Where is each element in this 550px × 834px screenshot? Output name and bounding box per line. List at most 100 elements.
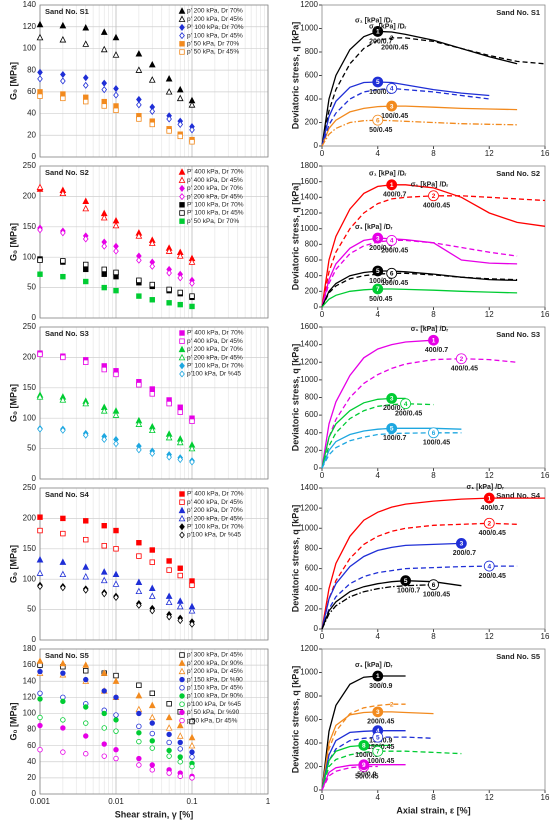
data-point — [112, 570, 120, 578]
data-point — [177, 120, 184, 128]
curve-tag — [372, 76, 384, 88]
y-tick-label: 120 — [23, 22, 37, 31]
data-point — [148, 426, 156, 434]
data-point — [149, 386, 155, 392]
curve — [321, 237, 518, 308]
data-point — [113, 755, 119, 762]
x-tick-label: 4 — [376, 310, 381, 319]
curve-tag-label: 4 — [390, 238, 394, 245]
legend-label: P' 400 kPa, Dr 70% — [187, 169, 244, 176]
curve-label: 50/0.45 — [355, 773, 378, 780]
x-tick-label: 0 — [320, 632, 325, 641]
legend-marker — [179, 23, 185, 31]
data-point — [37, 527, 43, 534]
y-tick-label: 400 — [305, 738, 319, 747]
data-point — [37, 690, 43, 697]
y-tick-label: 0 — [314, 624, 319, 633]
data-point — [166, 731, 172, 738]
legend-marker — [179, 676, 185, 683]
data-point — [177, 301, 183, 308]
chart-title: Sand No. S3 — [496, 330, 540, 339]
x-tick-label: 0.1 — [186, 797, 198, 806]
legend-label: p' 400 kPa, Dr 45% — [187, 177, 243, 184]
data-point — [113, 269, 119, 276]
curve-tag-label: 2 — [487, 520, 491, 527]
data-point — [189, 718, 195, 725]
y-axis-label: G₀ [MPa] — [8, 384, 18, 422]
y-tick-label: 1400 — [300, 340, 318, 349]
curve-tag — [372, 232, 384, 244]
x-tick-label: 8 — [431, 632, 436, 641]
data-point — [188, 258, 196, 265]
legend-marker — [179, 41, 185, 47]
data-point — [83, 518, 89, 524]
legend-label: p' 400 kPa, Dr 45% — [187, 499, 243, 506]
curve-tag-label: 1 — [487, 495, 491, 502]
x-tick-label: 12 — [485, 149, 494, 158]
data-point — [136, 116, 142, 122]
curve-label: 400/0.7 — [481, 505, 504, 512]
curve-label: 100/0.45 — [423, 440, 450, 447]
data-point — [136, 723, 142, 730]
y-tick-label: 20 — [27, 773, 36, 782]
legend-label: p' 100 kPa, Dr 45% — [187, 32, 243, 39]
legend-marker — [178, 667, 186, 675]
curve-tag-label: 4 — [404, 401, 408, 408]
curve — [321, 744, 392, 791]
data-point — [82, 586, 89, 594]
data-point — [135, 232, 143, 239]
y-axis-label: Deviatoric stress, q [kPa] — [290, 344, 300, 452]
data-point — [148, 701, 156, 709]
data-point — [113, 746, 119, 753]
data-point — [148, 60, 156, 68]
y-tick-label: 140 — [23, 0, 37, 9]
legend-marker — [179, 49, 185, 55]
y-tick-label: 0 — [32, 313, 37, 322]
data-point — [176, 597, 184, 604]
data-point — [83, 536, 89, 543]
data-point — [148, 239, 156, 246]
curve-tag-label: 2 — [460, 356, 464, 363]
chart-title: Sand No. S4 — [45, 490, 90, 499]
data-point — [113, 717, 119, 723]
data-point — [177, 404, 183, 410]
curve-label: 300/0.9 — [369, 683, 392, 690]
title-box — [491, 7, 542, 19]
legend-label: p' 200 kPa, Dr 45% — [187, 193, 243, 200]
legend-marker — [178, 514, 186, 522]
legend-marker — [179, 193, 185, 201]
curve-tag — [358, 759, 370, 771]
curve — [321, 522, 518, 630]
curve-tag — [358, 739, 370, 751]
data-point — [101, 271, 107, 277]
curve-tag-label: 1 — [376, 29, 380, 36]
y-tick-label: 800 — [305, 544, 319, 553]
data-point — [176, 602, 184, 610]
y-tick-label: 400 — [305, 94, 319, 103]
legend-marker — [179, 523, 185, 531]
data-point — [37, 714, 43, 721]
x-tick-label: 12 — [485, 310, 494, 319]
data-point — [60, 95, 66, 102]
y-tick-label: 100 — [23, 709, 37, 718]
curve-tag-label: 6 — [390, 271, 394, 278]
data-point — [36, 569, 44, 576]
curve-tag — [372, 283, 384, 295]
data-point — [135, 66, 143, 73]
y-axis-label: Deviatoric stress, q [kPa] — [290, 505, 300, 613]
data-point — [83, 704, 89, 710]
legend-marker — [179, 32, 185, 40]
curve — [321, 105, 518, 147]
y-tick-label: 0 — [314, 463, 319, 472]
data-point — [149, 762, 155, 768]
data-point — [176, 94, 184, 102]
legend-marker — [178, 176, 186, 183]
panel: 0 50 100 150 200 250 G₀ [MPa] Sand No. S2 P' 400… — [8, 161, 269, 322]
data-point — [188, 741, 196, 749]
data-point — [83, 278, 89, 285]
curve-tag-label: 1 — [376, 673, 380, 680]
y-tick-label: 250 — [23, 161, 37, 170]
curve-tag — [428, 427, 439, 439]
